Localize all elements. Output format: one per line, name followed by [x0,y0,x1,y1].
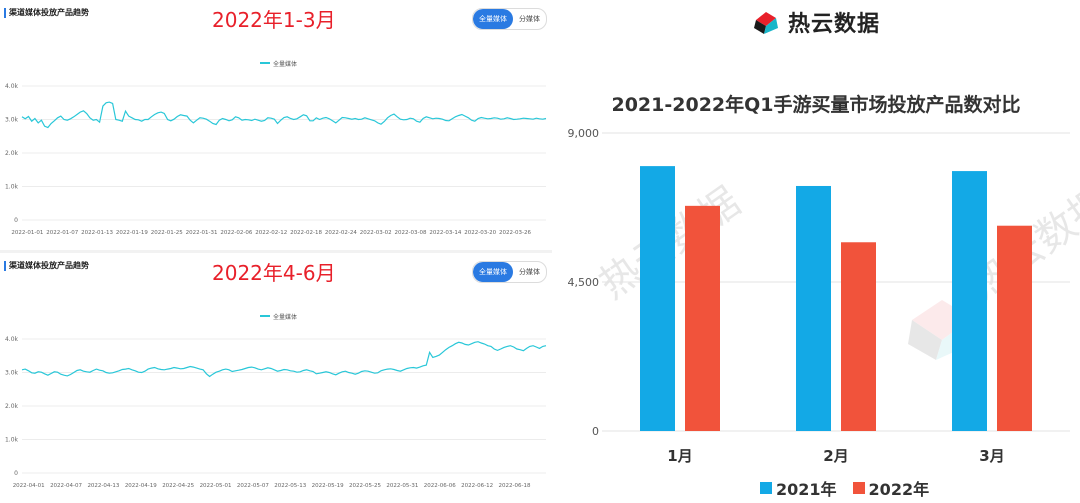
line-chart-q2: 全量媒体 0 1.0k 2.0k 3.0k 4.0k 2022-04-01 2022-04… [5,313,547,489]
bar-2021年-1月 [640,166,675,431]
x-tick-label: 2022-01-25 [151,230,183,236]
x-tick-label: 2022-01-01 [11,230,43,236]
legend-swatch [760,482,772,494]
panel-divider [0,250,552,253]
x-tick-label: 2022-05-19 [312,483,344,489]
legend-label: 全量媒体 [273,60,297,68]
panel-title: 渠道媒体投放产品趋势 [4,8,89,18]
y-tick-label: 1.0k [5,437,19,444]
x-tick-label: 2022-05-13 [274,483,306,489]
line-chart-q1: 全量媒体 01.0k2.0k3.0k4.0k 2022-01-01 2022-01… [5,60,547,236]
brand-name: 热云数据 [788,12,881,37]
all-media-tab[interactable]: 全量媒体 [473,9,513,29]
by-media-tab[interactable]: 分媒体 [519,268,540,276]
media-toggle[interactable]: 全量媒体 分媒体 [472,261,547,283]
x-tick-label: 2022-01-19 [116,230,148,236]
y-tick-label: 3.0k [5,370,19,377]
legend-label: 全量媒体 [273,313,297,321]
x-tick-label: 2022-04-13 [87,483,119,489]
y-tick-label: 2.0k [5,403,19,410]
x-tick-label: 2022-04-19 [125,483,157,489]
x-tick-label: 2022-01-31 [186,230,218,236]
x-tick-label: 2022-04-07 [50,483,82,489]
bar-2022年-3月 [997,225,1032,431]
x-tick-label: 2022-05-07 [237,483,269,489]
bar-2021年-3月 [952,171,987,432]
y-tick-label: 9,000 [568,127,600,140]
by-media-tab[interactable]: 分媒体 [519,15,540,23]
x-tick-label: 2022-06-12 [461,483,493,489]
x-tick-label: 2022-01-13 [81,230,113,236]
series-line [21,101,547,129]
y-tick-label: 4.0k [5,336,19,343]
x-tick-label: 2022-06-06 [424,483,456,489]
range-label: 2022年4-6月 [212,261,336,285]
x-tick-label: 2022-01-07 [46,230,78,236]
x-tick-label: 2022-02-24 [325,230,357,236]
x-tick-label: 2022-05-31 [386,483,418,489]
y-tick-label: 0 [14,217,18,224]
x-tick-label: 2022-02-12 [255,230,287,236]
x-tick-label: 2月 [823,447,848,465]
legend-item-2021: 2021年 [760,476,837,500]
legend-swatch [852,482,865,494]
y-tick-label: 3.0k [5,117,19,124]
x-tick-label: 2022-04-01 [13,483,45,489]
y-tick-label: 2.0k [5,150,19,157]
x-tick-label: 2022-03-08 [395,230,427,236]
x-tick-label: 3月 [979,447,1004,465]
x-tick-label: 2022-03-26 [499,230,531,236]
x-tick-label: 2022-03-02 [360,230,392,236]
x-tick-label: 2022-02-06 [220,230,252,236]
legend-item-2022: 2022年 [852,476,930,500]
media-toggle[interactable]: 全量媒体 分媒体 [472,8,547,30]
legend-label: 2022年 [868,480,930,499]
x-tick-label: 2022-06-18 [499,483,531,489]
bar-2022年-2月 [841,242,876,431]
x-tick-label: 2022-03-14 [429,230,461,236]
x-tick-label: 2022-05-01 [200,483,232,489]
trend-panel-q1: 渠道媒体投放产品趋势 2022年1-3月 全量媒体 分媒体 全量媒体 0 1.0k… [0,0,552,250]
panel-title: 渠道媒体投放产品趋势 [4,261,89,271]
bar-2022年-1月 [685,205,720,431]
bar-2021年-2月 [796,185,831,431]
y-tick-label: 1.0k [5,184,19,191]
x-tick-label: 2022-02-18 [290,230,322,236]
y-tick-label: 4.0k [5,83,19,90]
chart-legend: 2021年 2022年 [760,476,945,500]
reyun-logo-icon [754,12,778,34]
x-tick-label: 2022-04-25 [162,483,194,489]
y-tick-label: 4,500 [568,276,600,289]
trend-panel-q2: 渠道媒体投放产品趋势 2022年4-6月 全量媒体 分媒体 全量媒体 0 1.0k… [0,253,552,503]
bar-chart-panel: 热云数据 2021-2022年Q1手游买量市场投放产品数对比 热云数据 热云数据… [552,0,1080,503]
series-line [21,341,547,378]
x-tick-label: 2022-05-25 [349,483,381,489]
range-label: 2022年1-3月 [212,8,336,32]
legend-label: 2021年 [776,480,837,499]
y-tick-label: 0 [14,470,18,477]
all-media-tab[interactable]: 全量媒体 [473,262,513,282]
y-tick-label: 0 [592,425,599,438]
chart-title: 2021-2022年Q1手游买量市场投放产品数对比 [611,94,1021,116]
x-tick-label: 1月 [667,447,692,465]
brand-header: 热云数据 [752,6,880,38]
x-tick-label: 2022-03-20 [464,230,496,236]
